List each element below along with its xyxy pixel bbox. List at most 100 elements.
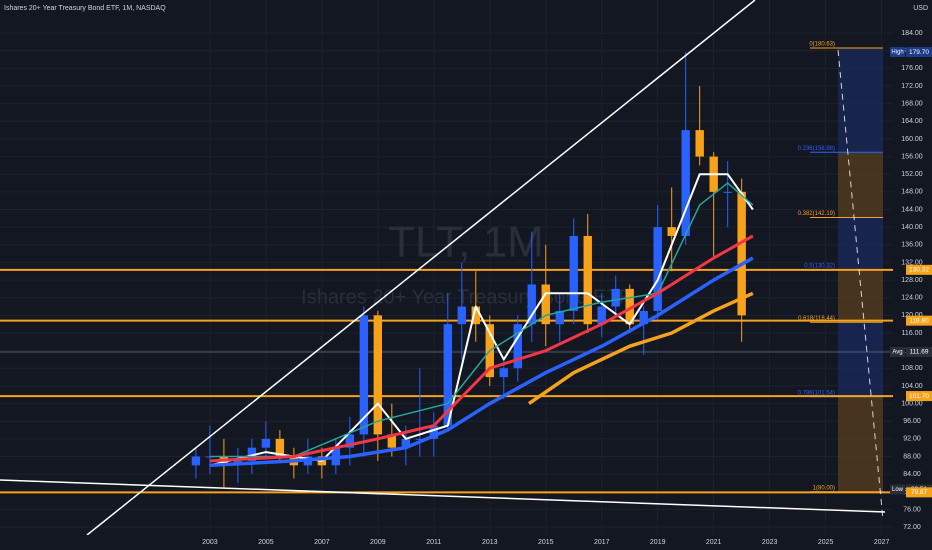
price-label-bg xyxy=(906,264,932,275)
candle-body xyxy=(681,130,690,236)
price-tag: Avg xyxy=(892,350,902,356)
candle-body xyxy=(737,191,746,316)
candle-body xyxy=(527,284,536,325)
currency: USD xyxy=(913,5,928,12)
fib-label: 1(80.00) xyxy=(813,485,835,491)
projection-line xyxy=(837,49,884,521)
y-tick-label: 108.00 xyxy=(901,365,923,372)
candle-body xyxy=(261,438,271,448)
candle-body xyxy=(499,368,508,378)
candle-body xyxy=(597,306,606,325)
fib-label: 0.786(101.54) xyxy=(798,390,835,396)
price-label-bg xyxy=(906,47,932,58)
fib-label: 0.618(118.44) xyxy=(798,316,835,322)
y-tick-label: 96.00 xyxy=(903,418,921,425)
candle-body xyxy=(415,438,425,440)
y-tick-label: 160.00 xyxy=(901,136,923,143)
candle-body xyxy=(457,306,466,325)
y-tick-label: 144.00 xyxy=(901,206,923,213)
price-tag-bg xyxy=(890,47,905,58)
x-tick-label: 2023 xyxy=(762,539,778,546)
trend-line xyxy=(86,0,756,536)
x-tick-label: 2005 xyxy=(258,539,274,546)
candle-body xyxy=(345,434,355,448)
y-tick-label: 164.00 xyxy=(901,118,923,125)
price-label-bg xyxy=(906,391,932,402)
price-label: 179.70 xyxy=(909,49,929,56)
candle-body xyxy=(625,288,634,325)
plot xyxy=(0,52,893,494)
price-tag: Low xyxy=(892,487,904,493)
moving-average xyxy=(209,173,754,467)
x-tick-label: 2009 xyxy=(370,539,386,546)
x-tick-label: 2019 xyxy=(650,539,666,546)
x-tick-label: 2007 xyxy=(314,539,330,546)
y-tick-label: 140.00 xyxy=(901,224,923,231)
candle-body xyxy=(653,227,662,311)
candle-body xyxy=(583,235,592,325)
candle-body xyxy=(513,324,522,369)
candle-body xyxy=(541,284,550,325)
y-tick-label: 132.00 xyxy=(901,259,923,266)
watermark-sub: Ishares 20+ Year Treasury Bond ETF xyxy=(301,286,631,308)
fib-band xyxy=(838,47,883,153)
price-label-bg xyxy=(906,315,932,326)
y-tick-label: 100.00 xyxy=(901,400,923,407)
candle-body xyxy=(247,447,257,461)
candle-body xyxy=(723,191,732,193)
candle-body xyxy=(429,425,439,439)
candle-body xyxy=(471,306,480,325)
x-tick-label: 2025 xyxy=(818,539,834,546)
x-tick-label: 2003 xyxy=(202,539,218,546)
candle-body xyxy=(191,456,201,466)
fib-band xyxy=(838,152,883,218)
fib-label: 0.382(142.19) xyxy=(798,211,835,217)
y-tick-label: 76.00 xyxy=(903,506,921,513)
candle-body xyxy=(569,235,578,311)
fib-band xyxy=(838,217,883,270)
y-tick-label: 168.00 xyxy=(901,100,923,107)
fib-band xyxy=(838,269,883,323)
candle-body xyxy=(359,315,369,435)
moving-average xyxy=(209,234,754,463)
moving-average xyxy=(209,182,754,458)
y-tick-label: 104.00 xyxy=(901,383,923,390)
y-tick-label: 152.00 xyxy=(901,171,923,178)
price-label-bg xyxy=(906,347,932,358)
price-tag-bg xyxy=(890,347,905,358)
candle-body xyxy=(443,324,452,426)
candle-body xyxy=(695,130,704,157)
candle-body xyxy=(401,438,411,448)
moving-average xyxy=(209,256,754,468)
watermark: TLT, 1M xyxy=(388,218,544,267)
price-axis xyxy=(893,0,932,550)
y-tick-label: 84.00 xyxy=(903,471,921,478)
candle-body xyxy=(639,310,648,325)
moving-average xyxy=(527,291,754,406)
y-tick-label: 136.00 xyxy=(901,242,923,249)
y-tick-label: 92.00 xyxy=(903,436,921,443)
candle-body xyxy=(555,310,564,325)
y-tick-label: 176.00 xyxy=(901,65,923,72)
candle-body xyxy=(387,434,397,448)
fib-label: 0.5(130.32) xyxy=(804,263,835,269)
chart-title: Ishares 20+ Year Treasury Bond ETF, 1M, … xyxy=(4,5,166,12)
axes: 72.0076.0080.0084.0088.0092.0096.00100.0… xyxy=(202,30,932,546)
x-tick-label: 2017 xyxy=(594,539,610,546)
x-tick-label: 2013 xyxy=(482,539,498,546)
fib-box: 0(180.63) 0.236(156.98) 0.382(142.19) 0.5(1… xyxy=(798,42,883,493)
y-tick-label: 156.00 xyxy=(901,153,923,160)
fib-band xyxy=(838,322,883,397)
y-tick-label: 148.00 xyxy=(901,189,923,196)
price-label: 79.87 xyxy=(911,489,928,496)
price-label: 130.32 xyxy=(909,267,929,274)
y-tick-label: 124.00 xyxy=(901,295,923,302)
price-label: 111.69 xyxy=(910,349,929,356)
fib-label: 0.236(156.98) xyxy=(798,146,835,152)
x-tick-label: 2011 xyxy=(426,539,441,546)
trend-line xyxy=(0,479,886,513)
y-tick-label: 72.00 xyxy=(903,524,921,531)
price-tag: High xyxy=(891,50,903,56)
